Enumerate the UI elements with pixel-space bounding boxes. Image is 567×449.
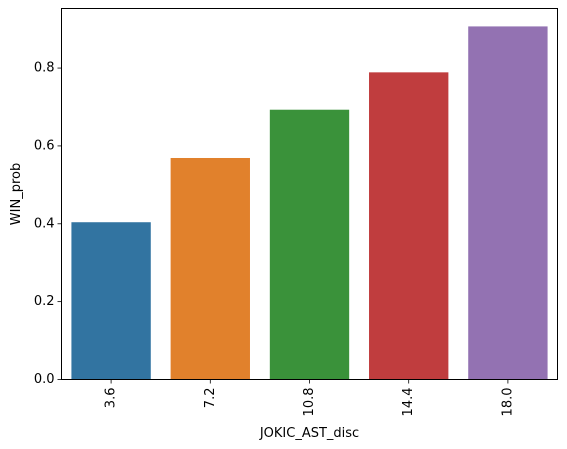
x-tick-label: 3.6 xyxy=(104,388,119,409)
y-axis-label: WIN_prob xyxy=(9,163,24,225)
y-tick-label: 0.6 xyxy=(34,138,55,153)
x-tick-label: 18.0 xyxy=(500,388,515,417)
x-axis-label: JOKIC_AST_disc xyxy=(259,426,359,441)
bar-10.8 xyxy=(269,109,350,380)
y-axis-ticks: 0.0 0.2 0.4 0.6 0.8 xyxy=(34,61,62,387)
y-tick-label: 0.8 xyxy=(34,61,55,76)
bar-3.6 xyxy=(71,222,151,380)
bar-14.4 xyxy=(369,72,449,380)
bar-18.0 xyxy=(468,26,548,380)
x-tick-label: 7.2 xyxy=(203,388,218,409)
x-tick-label: 10.8 xyxy=(302,388,317,417)
x-tick-label: 14.4 xyxy=(401,388,416,417)
y-tick-label: 0.4 xyxy=(34,216,55,231)
x-axis-ticks: 3.6 7.2 10.8 14.4 18.0 xyxy=(104,379,515,417)
y-tick-label: 0.2 xyxy=(34,294,55,309)
bar-7.2 xyxy=(170,157,250,380)
bars-group xyxy=(71,26,548,380)
y-tick-label: 0.0 xyxy=(34,372,55,387)
plot-frame xyxy=(61,8,558,380)
